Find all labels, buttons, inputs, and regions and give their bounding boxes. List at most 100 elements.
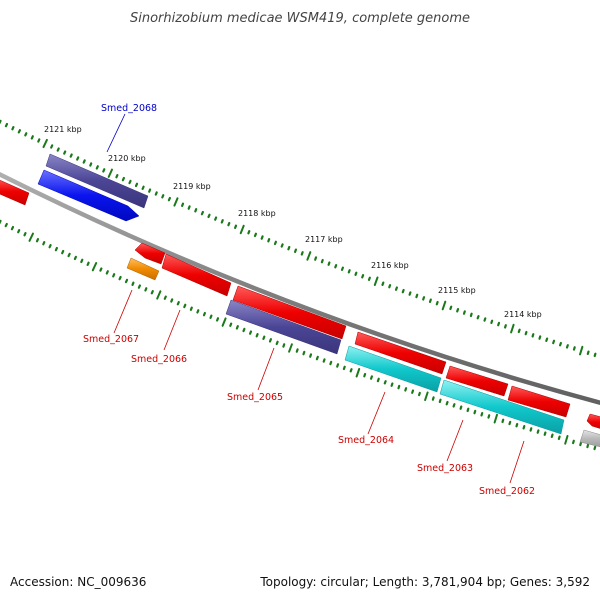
minor-tick [572,346,576,351]
minor-tick [124,278,129,284]
gene-label-group: Smed_2063 [417,419,473,474]
minor-tick [354,271,358,276]
minor-tick [531,333,535,338]
minor-tick [459,405,463,410]
minor-tick [490,319,494,324]
genome-backbone [0,171,600,405]
gene-label[interactable]: Smed_2063 [417,463,473,474]
minor-tick [267,238,271,243]
minor-tick [50,144,54,149]
minor-tick [428,298,432,303]
minor-tick [273,240,277,246]
minor-tick [227,221,231,227]
minor-tick [242,327,246,333]
minor-tick [294,248,297,253]
minor-tick [340,266,344,271]
gene-feature[interactable] [344,345,442,393]
minor-tick [137,284,141,289]
minor-tick [255,333,259,338]
gene-feature[interactable] [225,299,342,355]
major-tick [28,232,34,242]
gene-feature[interactable] [354,331,447,375]
minor-tick [170,298,174,303]
minor-tick [383,380,387,385]
kbp-labels: 2121 kbp 2120 kbp 2119 kbp 2118 kbp 2117… [44,125,542,319]
gene-feature[interactable] [439,379,565,435]
minor-tick [89,162,93,167]
minor-tick [235,325,239,330]
minor-tick [300,251,304,256]
minor-tick [24,132,28,137]
minor-tick [187,205,191,210]
minor-tick [487,414,491,419]
gene-label[interactable]: Smed_2064 [338,435,394,446]
major-tick [355,368,361,378]
kbp-label: 2118 kbp [238,209,276,218]
minor-tick [314,256,318,261]
gene-feature[interactable] [134,242,166,265]
gene-feature[interactable] [37,169,140,222]
minor-tick [593,445,597,451]
minor-tick [82,159,86,164]
gene-label-group: Smed_2064 [338,391,394,446]
minor-tick [309,353,313,358]
minor-tick [462,310,466,315]
gene-feature[interactable] [45,153,149,209]
outer-tick-ring [0,119,597,358]
gene-label[interactable]: Smed_2067 [83,334,139,345]
minor-tick [275,340,279,346]
minor-tick [593,352,597,358]
gene-label[interactable]: Smed_2068 [101,103,157,114]
minor-tick [418,391,421,397]
gene-feature[interactable] [579,429,600,448]
minor-tick [196,309,200,314]
minor-tick [128,179,132,185]
minor-tick [522,425,526,430]
gene-feature[interactable] [161,253,232,297]
gene-feature[interactable] [0,178,30,206]
inner-tick-ring [0,219,597,451]
topology-summary: Topology: circular; Length: 3,781,904 bp… [259,575,590,589]
minor-tick [183,303,187,309]
minor-tick [280,243,284,248]
kbp-label: 2119 kbp [173,182,211,191]
gene-label[interactable]: Smed_2066 [131,354,187,365]
minor-tick [315,355,319,361]
gene-feature[interactable] [507,385,571,418]
kbp-label: 2116 kbp [371,261,409,270]
minor-tick [17,229,21,234]
minor-tick [61,249,65,255]
gene-label[interactable]: Smed_2062 [479,486,535,497]
minor-tick [552,339,556,345]
minor-tick [538,335,542,340]
gene-feature[interactable] [232,285,347,340]
minor-tick [167,196,171,202]
gene-label[interactable]: Smed_2065 [227,392,283,403]
minor-tick [105,270,109,275]
major-tick [173,197,179,207]
kbp-label: 2121 kbp [44,125,82,134]
minor-tick [397,384,401,390]
minor-tick [388,284,392,289]
minor-tick [4,122,9,128]
minor-tick [0,119,2,125]
minor-tick [329,360,333,366]
gene-label-group: Smed_2062 [479,440,535,497]
minor-tick [322,358,326,363]
minor-tick [99,267,103,272]
minor-tick [176,301,180,306]
gene-feature[interactable] [586,413,600,430]
kbp-label: 2120 kbp [108,154,146,163]
minor-tick [508,420,512,426]
minor-tick [363,372,367,378]
minor-tick [501,418,505,424]
gene-feature[interactable] [445,365,509,397]
minor-tick [287,245,291,251]
major-tick [107,168,113,178]
gene-feature[interactable] [126,257,160,281]
gene-label-group: Smed_2066 [131,309,187,365]
minor-tick [408,291,412,296]
minor-tick [37,138,41,143]
map-title: Sinorhizobium medicae WSM419, complete g… [130,11,470,26]
